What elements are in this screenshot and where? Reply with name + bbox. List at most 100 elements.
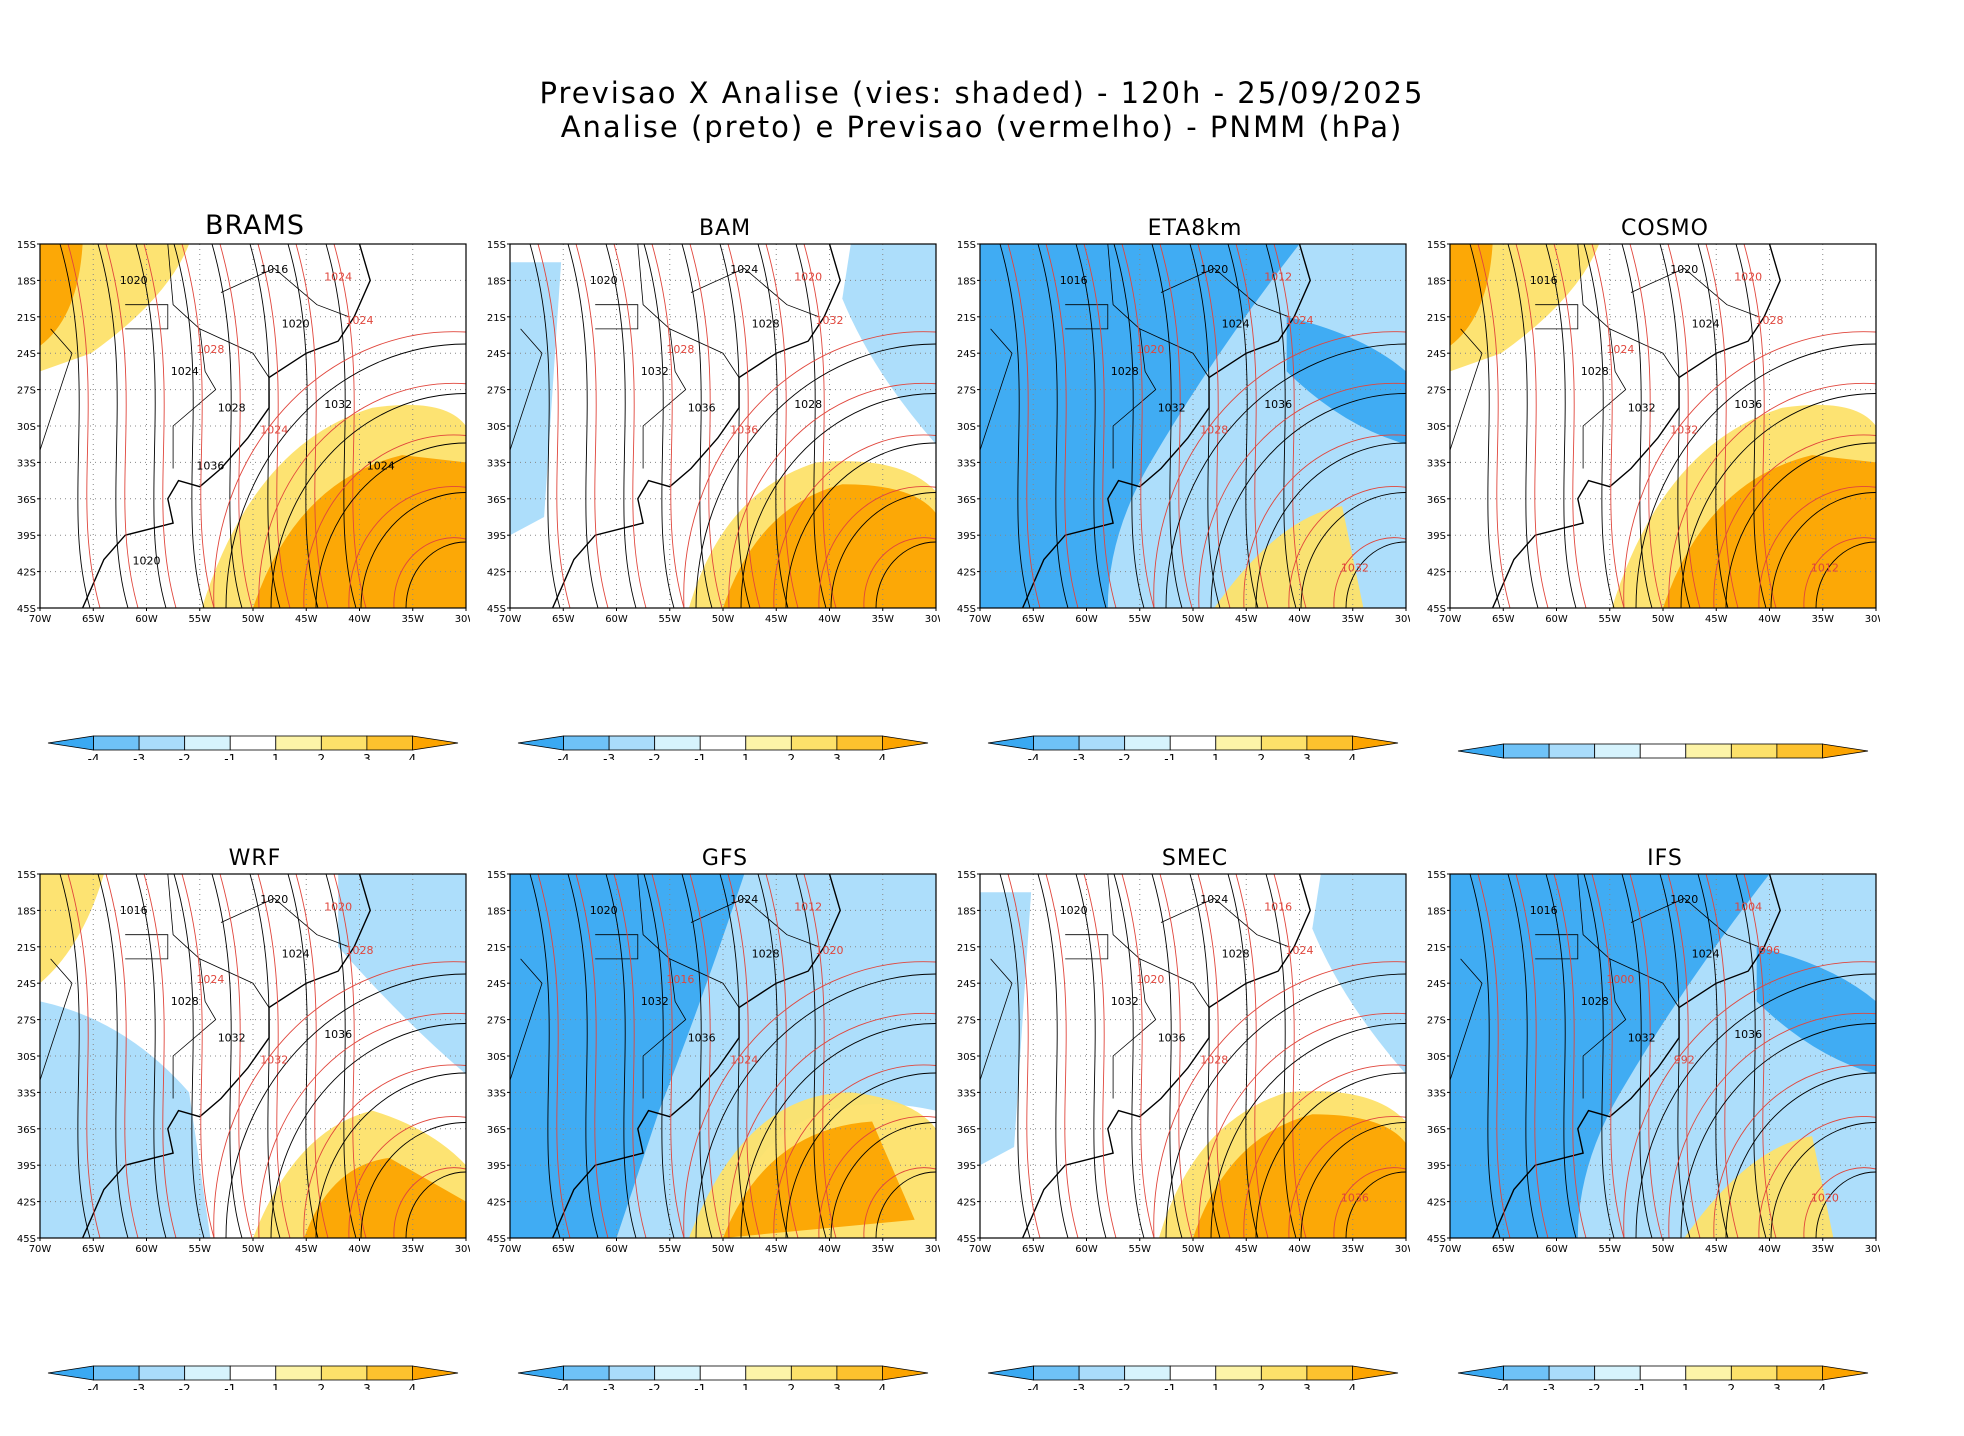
lat-tick-label: 27S [957, 1016, 976, 1027]
lat-tick-label: 15S [957, 240, 976, 251]
panel-title: COSMO [1621, 216, 1709, 241]
colorbar-segment [138, 1365, 186, 1381]
colorbar-segment [1548, 1365, 1596, 1381]
lat-tick-label: 39S [17, 531, 36, 542]
colorbar-segment [1594, 1365, 1641, 1381]
colorbar-label: -2 [649, 752, 661, 760]
lat-tick-label: 33S [957, 458, 976, 469]
analysis-contour-label: 1024 [1692, 318, 1720, 331]
colorbar-segment [1078, 735, 1126, 751]
colorbar-label: 3 [363, 1382, 371, 1390]
analysis-contour-label: 1028 [218, 401, 246, 414]
analysis-contour-label: 1032 [1111, 995, 1139, 1008]
panel-smec: SMEC 1020 1024 1028 1032 1036 1016 1020 1024 1028… [940, 830, 1410, 1390]
lon-tick-label: 40W [348, 614, 371, 625]
analysis-contour-label: 1028 [1222, 948, 1250, 961]
colorbar-segment [412, 1365, 459, 1381]
lat-tick-label: 18S [1427, 276, 1446, 287]
colorbar-segment [699, 735, 747, 751]
forecast-contour-label: 1032 [1341, 562, 1369, 575]
analysis-contour-label: 1020 [282, 318, 310, 331]
colorbar-segment [987, 1365, 1034, 1381]
lon-tick-label: 70W [499, 614, 522, 625]
forecast-contour-label: 1036 [730, 423, 758, 436]
lat-tick-label: 39S [1427, 1161, 1446, 1172]
lon-tick-label: 70W [969, 1244, 992, 1255]
bias-area [980, 244, 1300, 608]
panel-title: BRAMS [204, 210, 306, 241]
forecast-contour-label: 1028 [1200, 1053, 1228, 1066]
colorbar-label: -4 [558, 752, 570, 760]
figure-title-line2: Analise (preto) e Previsao (vermelho) - … [560, 110, 1404, 144]
lat-tick-label: 42S [487, 568, 506, 579]
lon-tick-label: 70W [29, 1244, 52, 1255]
lon-tick-label: 70W [1439, 614, 1462, 625]
lat-tick-label: 15S [17, 870, 36, 881]
colorbar-label: -2 [1589, 1382, 1601, 1390]
lat-tick-label: 36S [487, 1125, 506, 1136]
lat-tick-label: 39S [17, 1161, 36, 1172]
lat-tick-label: 27S [17, 386, 36, 397]
lat-tick-label: 45S [957, 604, 976, 615]
bias-area [338, 874, 466, 1075]
analysis-contour-label: 1028 [171, 995, 199, 1008]
lat-tick-label: 45S [1427, 604, 1446, 615]
colorbar-segment [1033, 1365, 1080, 1381]
colorbar-label: -4 [558, 1382, 570, 1390]
lat-tick-label: 27S [487, 1016, 506, 1027]
lat-tick-label: 27S [1427, 386, 1446, 397]
colorbar-label: 1 [1212, 1382, 1220, 1390]
forecast-contour-label: 1028 [346, 944, 374, 957]
colorbar-label: 2 [1258, 752, 1266, 760]
colorbar-segment [1822, 743, 1869, 759]
lon-tick-label: 50W [712, 614, 735, 625]
lon-tick-label: 55W [1128, 614, 1151, 625]
lat-tick-label: 27S [17, 1016, 36, 1027]
forecast-contour-label: 1032 [260, 1053, 288, 1066]
colorbar-label: -1 [694, 752, 706, 760]
lat-tick-label: 21S [17, 943, 36, 954]
colorbar-segment [1776, 743, 1823, 759]
colorbar-segment [320, 1365, 368, 1381]
analysis-contour-label: 1032 [1158, 401, 1186, 414]
colorbar-segment [987, 735, 1034, 751]
bias-area [1214, 506, 1364, 608]
forecast-contour-label: 1020 [1136, 343, 1164, 356]
lat-tick-label: 27S [1427, 1016, 1446, 1027]
colorbar-label: 4 [879, 752, 887, 760]
analysis-contour-label: 1036 [1734, 398, 1762, 411]
lon-tick-label: 45W [1235, 614, 1258, 625]
bias-map: 1016 1020 1024 1028 1032 1036 1020 1024 1028 1032… [17, 870, 470, 1390]
forecast-contour-label: 1024 [1286, 944, 1314, 957]
bias-area [980, 892, 1032, 1166]
forecast-contour-label: 1028 [1756, 314, 1784, 327]
lon-tick-label: 35W [401, 614, 424, 625]
lat-tick-label: 24S [487, 979, 506, 990]
lat-tick-label: 24S [957, 349, 976, 360]
lat-tick-label: 15S [1427, 870, 1446, 881]
colorbar-segment [184, 735, 231, 751]
colorbar-label: 1 [272, 752, 280, 760]
lon-tick-label: 50W [242, 1244, 265, 1255]
lon-tick-label: 40W [1758, 1244, 1781, 1255]
colorbar-segment [275, 735, 322, 751]
panel-gfs: GFS 1020 1024 1028 1032 1036 1012 1016 1020 1024 1… [470, 830, 940, 1390]
lat-tick-label: 30S [957, 422, 976, 433]
lon-tick-label: 45W [295, 1244, 318, 1255]
colorbar-label: -2 [649, 1382, 661, 1390]
analysis-contour-label: 1020 [590, 904, 618, 917]
lon-tick-label: 30W [925, 1244, 940, 1255]
lon-tick-label: 40W [1288, 614, 1311, 625]
colorbar-segment [1639, 743, 1687, 759]
colorbar-segment [836, 735, 883, 751]
lat-tick-label: 33S [487, 458, 506, 469]
colorbar-label: -3 [603, 1382, 615, 1390]
bias-area [40, 244, 83, 346]
lat-tick-label: 21S [1427, 943, 1446, 954]
panel-eta8km: ETA8km 1016 1020 1024 1028 1032 1036 1012 1020 10… [940, 200, 1410, 760]
colorbar-segment [1503, 1365, 1550, 1381]
bias-map: 1016 1020 1024 1028 1032 1036 1012 1020 1024 1028… [957, 240, 1410, 760]
lat-tick-label: 39S [957, 531, 976, 542]
bias-area [1756, 946, 1876, 1075]
lon-tick-label: 65W [1492, 614, 1515, 625]
